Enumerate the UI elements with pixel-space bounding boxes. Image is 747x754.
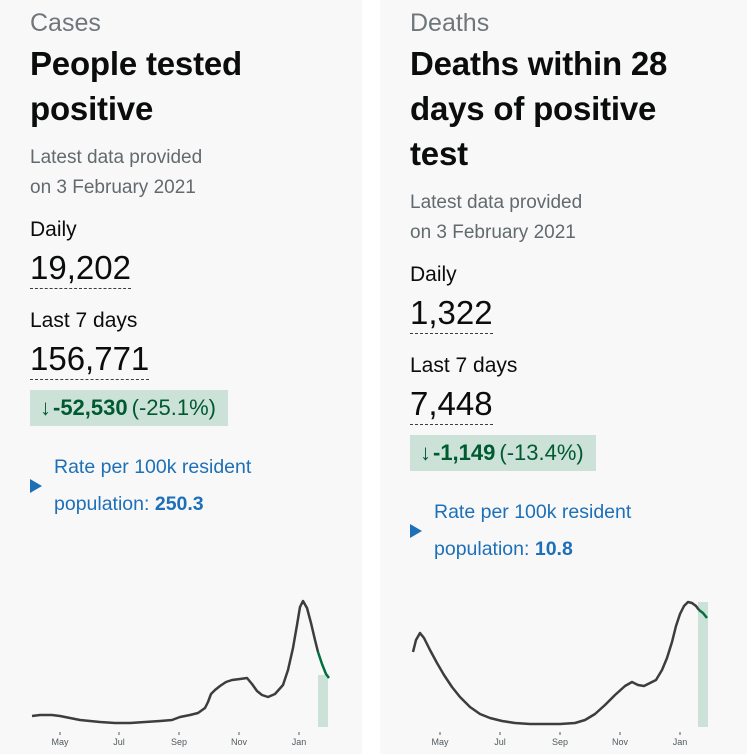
recent-period-highlight xyxy=(698,602,708,727)
latest-data-line-1: Latest data provided xyxy=(30,147,203,168)
rate-line-1[interactable]: Rate per 100k resident xyxy=(54,456,252,478)
tick-label-jul: Jul xyxy=(113,737,125,747)
section-heading: Cases xyxy=(30,9,101,37)
arrow-down-icon: ↓ xyxy=(420,440,431,465)
disclosure-triangle-icon[interactable] xyxy=(30,479,42,493)
tick-label-may: May xyxy=(431,737,449,747)
recent-trend-line xyxy=(316,651,330,679)
tick-label-may: May xyxy=(51,737,69,747)
change-percent: (-25.1%) xyxy=(131,395,216,420)
cases-sparkline-chart: May Jul Sep Nov Jan xyxy=(31,599,330,747)
last-7-days-label: Last 7 days xyxy=(30,309,138,332)
disclosure-triangle-icon[interactable] xyxy=(410,524,422,538)
change-badge: ↓-1,149 (-13.4%) xyxy=(410,435,596,471)
latest-data-line-2: on 3 February 2021 xyxy=(30,177,196,198)
deaths-trend-line xyxy=(411,600,700,726)
card-title-line-1[interactable]: People tested xyxy=(30,45,242,82)
last-7-days-label: Last 7 days xyxy=(410,354,518,377)
latest-data-line-1: Latest data provided xyxy=(410,192,583,213)
rate-toggle[interactable]: Rate per 100k resident population: 10.8 xyxy=(434,494,631,568)
deaths-sparkline-chart: May Jul Sep Nov Jan xyxy=(411,600,708,747)
rate-value[interactable]: 10.8 xyxy=(534,538,573,560)
rate-prefix[interactable]: population: xyxy=(434,538,530,560)
deaths-card: Deaths Deaths within 28 days of positive… xyxy=(380,0,747,754)
rate-value[interactable]: 250.3 xyxy=(154,493,204,515)
tick-label-sep: Sep xyxy=(171,737,187,747)
card-title-line-2[interactable]: positive xyxy=(30,90,154,127)
recent-trend-line xyxy=(698,609,708,619)
cases-trend-line xyxy=(31,599,320,725)
last-7-days-value[interactable]: 7,448 xyxy=(410,385,493,425)
change-percent: (-13.4%) xyxy=(499,440,584,465)
tick-label-nov: Nov xyxy=(231,737,248,747)
card-title-line-2[interactable]: days of positive xyxy=(410,90,657,127)
tick-label-jan: Jan xyxy=(292,737,307,747)
rate-line-2[interactable]: population: 10.8 xyxy=(434,531,631,568)
daily-label: Daily xyxy=(30,218,77,241)
last-7-days-value[interactable]: 156,771 xyxy=(30,340,150,380)
tick-label-sep: Sep xyxy=(552,737,568,747)
daily-value[interactable]: 19,202 xyxy=(30,249,131,289)
rate-toggle[interactable]: Rate per 100k resident population: 250.3 xyxy=(54,449,251,523)
card-title-line-1[interactable]: Deaths within 28 xyxy=(410,45,668,82)
tick-label-jul: Jul xyxy=(494,737,506,747)
change-badge: ↓-52,530 (-25.1%) xyxy=(30,390,228,426)
card-title-line-3[interactable]: test xyxy=(410,135,468,172)
daily-value[interactable]: 1,322 xyxy=(410,294,493,334)
rate-line-1[interactable]: Rate per 100k resident xyxy=(434,501,632,523)
rate-prefix[interactable]: population: xyxy=(54,493,150,515)
recent-period-highlight xyxy=(318,675,328,727)
change-amount: -1,149 xyxy=(433,440,496,465)
arrow-down-icon: ↓ xyxy=(40,395,51,420)
tick-label-jan: Jan xyxy=(673,737,688,747)
cases-card: Cases People tested positive Latest data… xyxy=(0,0,362,754)
change-amount: -52,530 xyxy=(53,395,128,420)
latest-data-line-2: on 3 February 2021 xyxy=(410,222,576,243)
tick-label-nov: Nov xyxy=(612,737,629,747)
rate-line-2[interactable]: population: 250.3 xyxy=(54,486,251,523)
daily-label: Daily xyxy=(410,263,457,286)
section-heading: Deaths xyxy=(410,9,490,37)
